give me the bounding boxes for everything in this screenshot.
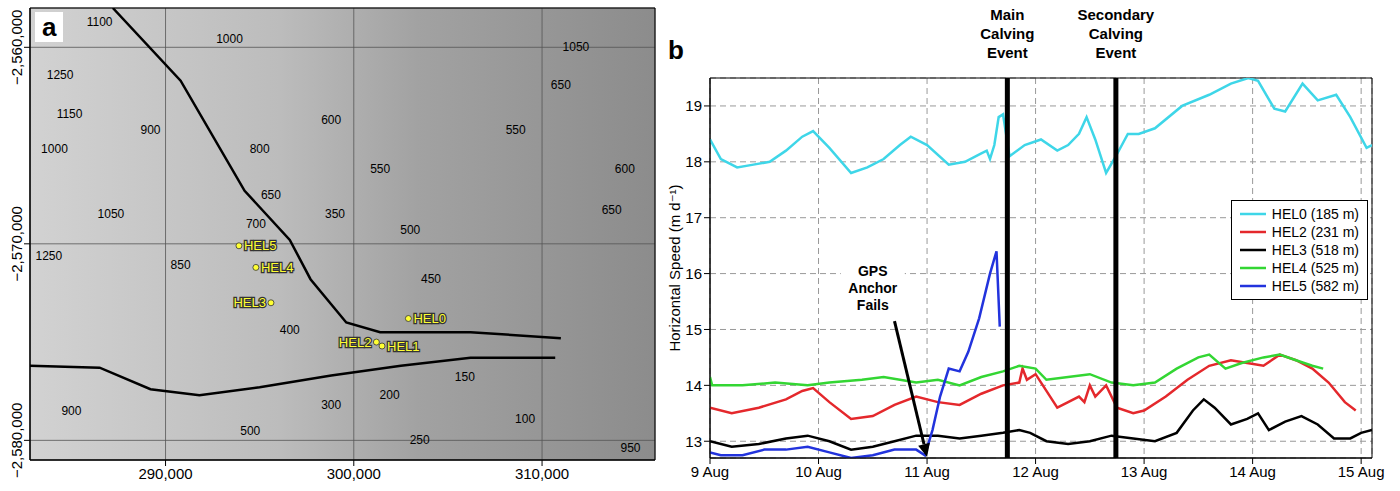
svg-text:550: 550 bbox=[506, 123, 526, 137]
svg-text:310,000: 310,000 bbox=[515, 465, 569, 482]
svg-text:400: 400 bbox=[280, 323, 300, 337]
svg-text:900: 900 bbox=[61, 404, 81, 418]
svg-text:HEL4: HEL4 bbox=[261, 260, 294, 275]
html-text:HEL3 (518 m): HEL3 (518 m) bbox=[1271, 242, 1359, 258]
svg-text:9 Aug: 9 Aug bbox=[691, 463, 729, 480]
svg-text:19: 19 bbox=[685, 97, 702, 114]
svg-text:14: 14 bbox=[685, 377, 702, 394]
svg-text:HEL3: HEL3 bbox=[233, 295, 266, 310]
svg-text:Event: Event bbox=[987, 44, 1028, 61]
svg-text:14 Aug: 14 Aug bbox=[1229, 463, 1276, 480]
svg-text:Secondary: Secondary bbox=[1078, 6, 1155, 23]
svg-text:−2,560,000: −2,560,000 bbox=[8, 10, 25, 86]
html-text:b: b bbox=[668, 35, 684, 65]
svg-text:550: 550 bbox=[370, 162, 390, 176]
svg-text:GPS: GPS bbox=[858, 263, 888, 279]
svg-text:100: 100 bbox=[515, 412, 535, 426]
svg-text:HEL0: HEL0 bbox=[413, 311, 446, 326]
svg-text:18: 18 bbox=[685, 153, 702, 170]
svg-text:1100: 1100 bbox=[87, 15, 113, 29]
svg-text:500: 500 bbox=[400, 223, 420, 237]
svg-text:300: 300 bbox=[321, 398, 341, 412]
svg-text:1250: 1250 bbox=[35, 249, 62, 263]
html-text:HEL2 (231 m): HEL2 (231 m) bbox=[1271, 224, 1359, 240]
svg-text:1050: 1050 bbox=[563, 40, 590, 54]
svg-text:290,000: 290,000 bbox=[138, 465, 192, 482]
svg-text:15: 15 bbox=[685, 321, 702, 338]
svg-text:11 Aug: 11 Aug bbox=[904, 463, 950, 480]
html-text:HEL0 (185 m): HEL0 (185 m) bbox=[1271, 206, 1359, 222]
svg-text:13: 13 bbox=[685, 433, 702, 450]
svg-text:HEL2: HEL2 bbox=[339, 335, 372, 350]
svg-text:1050: 1050 bbox=[98, 207, 125, 221]
svg-text:12 Aug: 12 Aug bbox=[1012, 463, 1059, 480]
svg-text:900: 900 bbox=[140, 123, 160, 137]
svg-text:1000: 1000 bbox=[216, 32, 243, 46]
svg-text:650: 650 bbox=[602, 203, 622, 217]
svg-text:600: 600 bbox=[321, 113, 341, 127]
svg-text:Horizontal Speed (m d⁻¹): Horizontal Speed (m d⁻¹) bbox=[666, 184, 683, 351]
html-text:HEL4 (525 m): HEL4 (525 m) bbox=[1271, 260, 1359, 276]
svg-text:800: 800 bbox=[250, 142, 270, 156]
svg-text:−2,580,000: −2,580,000 bbox=[8, 403, 25, 479]
svg-text:600: 600 bbox=[615, 162, 635, 176]
svg-text:250: 250 bbox=[410, 433, 430, 447]
svg-text:350: 350 bbox=[325, 207, 345, 221]
svg-text:HEL1: HEL1 bbox=[387, 339, 420, 354]
svg-text:450: 450 bbox=[421, 272, 441, 286]
svg-text:Main: Main bbox=[990, 6, 1024, 23]
svg-text:950: 950 bbox=[621, 441, 641, 455]
svg-text:13 Aug: 13 Aug bbox=[1121, 463, 1168, 480]
svg-text:200: 200 bbox=[380, 388, 400, 402]
svg-text:150: 150 bbox=[455, 370, 475, 384]
svg-text:700: 700 bbox=[246, 217, 266, 231]
html-text:HEL5 (582 m): HEL5 (582 m) bbox=[1271, 278, 1359, 294]
svg-text:HEL5: HEL5 bbox=[244, 238, 277, 253]
svg-text:650: 650 bbox=[261, 188, 281, 202]
svg-text:500: 500 bbox=[240, 424, 260, 438]
svg-text:1250: 1250 bbox=[47, 68, 74, 82]
svg-text:−2,570,000: −2,570,000 bbox=[8, 206, 25, 282]
svg-text:1000: 1000 bbox=[41, 142, 68, 156]
svg-text:15 Aug: 15 Aug bbox=[1338, 463, 1385, 480]
svg-text:850: 850 bbox=[171, 258, 191, 272]
svg-text:16: 16 bbox=[685, 265, 702, 282]
svg-text:Event: Event bbox=[1095, 44, 1136, 61]
svg-text:Anchor: Anchor bbox=[848, 280, 898, 296]
svg-text:Calving: Calving bbox=[1089, 25, 1143, 42]
svg-text:650: 650 bbox=[551, 78, 571, 92]
svg-text:17: 17 bbox=[685, 209, 702, 226]
html-text:a: a bbox=[42, 12, 57, 42]
svg-text:10 Aug: 10 Aug bbox=[795, 463, 842, 480]
svg-text:1150: 1150 bbox=[57, 107, 83, 121]
svg-text:300,000: 300,000 bbox=[327, 465, 381, 482]
svg-text:Calving: Calving bbox=[980, 25, 1034, 42]
svg-text:Fails: Fails bbox=[857, 297, 889, 313]
